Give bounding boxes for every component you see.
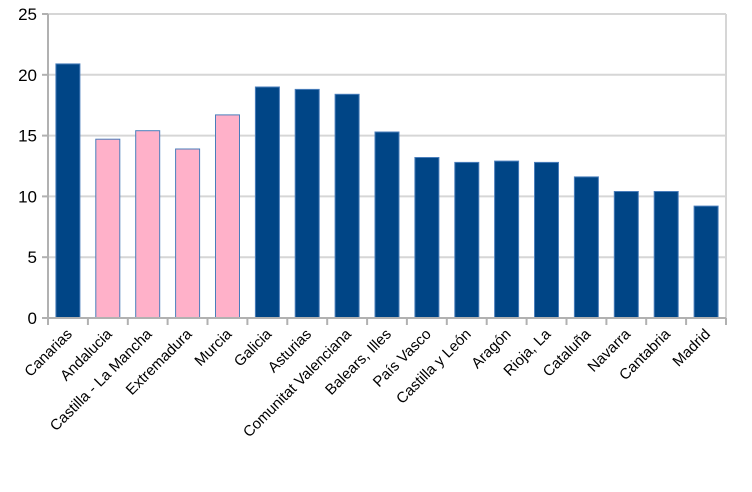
- y-axis-tick-label: 25: [18, 5, 37, 24]
- y-axis-tick-label: 20: [18, 66, 37, 85]
- bar: [334, 93, 360, 319]
- y-axis-tick-label: 10: [18, 187, 37, 206]
- bar: [494, 160, 520, 319]
- bar: [454, 161, 480, 319]
- y-axis-tick-label: 15: [18, 127, 37, 146]
- bar: [175, 148, 201, 319]
- bar: [135, 130, 161, 319]
- bar: [653, 191, 679, 319]
- bar: [534, 161, 559, 319]
- y-axis-tick-label: 0: [28, 309, 37, 328]
- bar: [374, 131, 400, 319]
- bar: [254, 86, 280, 319]
- bar: [693, 205, 719, 319]
- bar: [55, 63, 81, 319]
- bar: [613, 191, 639, 319]
- y-axis-tick-label: 5: [28, 248, 37, 267]
- x-axis-category-label: Murcia: [191, 325, 235, 369]
- bar: [573, 176, 599, 319]
- x-axis-category-label: Madrid: [669, 326, 713, 370]
- bar: [95, 138, 121, 319]
- bar: [294, 88, 320, 319]
- bar: [414, 157, 440, 319]
- bar: [215, 114, 240, 319]
